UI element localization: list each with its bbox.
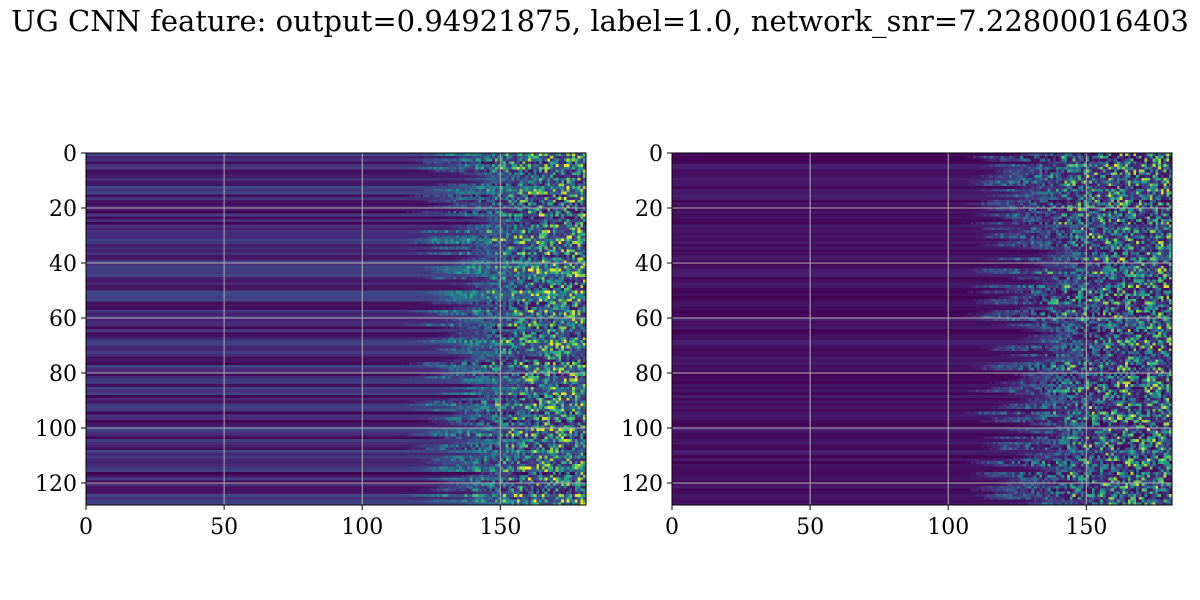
y-tick-label: 80 xyxy=(49,362,77,387)
y-tick-label: 100 xyxy=(621,417,663,442)
heatmap-image xyxy=(672,153,1172,505)
x-tick-label: 150 xyxy=(479,515,521,540)
x-tick-label: 100 xyxy=(927,515,969,540)
y-tick-label: 20 xyxy=(49,197,77,222)
y-tick-label: 100 xyxy=(35,417,77,442)
y-tick-label: 120 xyxy=(621,472,663,497)
x-tick-label: 50 xyxy=(210,515,238,540)
y-tick-label: 60 xyxy=(49,307,77,332)
figure-title: UG CNN feature: output=0.94921875, label… xyxy=(11,4,1189,38)
y-tick-label: 80 xyxy=(635,362,663,387)
y-tick-label: 40 xyxy=(635,252,663,277)
left-heatmap-panel: 0 50 100 150 0 20 40 60 80 100 120 xyxy=(35,142,587,540)
y-tick-label: 120 xyxy=(35,472,77,497)
x-tick-label: 0 xyxy=(665,515,679,540)
x-tick-label: 50 xyxy=(796,515,824,540)
y-tick-label: 60 xyxy=(635,307,663,332)
y-tick-label: 0 xyxy=(649,142,663,167)
y-tick-label: 20 xyxy=(635,197,663,222)
y-tick-label: 40 xyxy=(49,252,77,277)
heatmap-image xyxy=(86,153,586,505)
x-tick-label: 100 xyxy=(341,515,383,540)
x-tick-label: 150 xyxy=(1065,515,1107,540)
plot-frame xyxy=(671,152,1173,506)
plot-frame xyxy=(85,152,587,506)
x-tick-label: 0 xyxy=(79,515,93,540)
right-heatmap-panel: 0 50 100 150 0 20 40 60 80 100 120 xyxy=(621,142,1173,540)
y-tick-label: 0 xyxy=(63,142,77,167)
